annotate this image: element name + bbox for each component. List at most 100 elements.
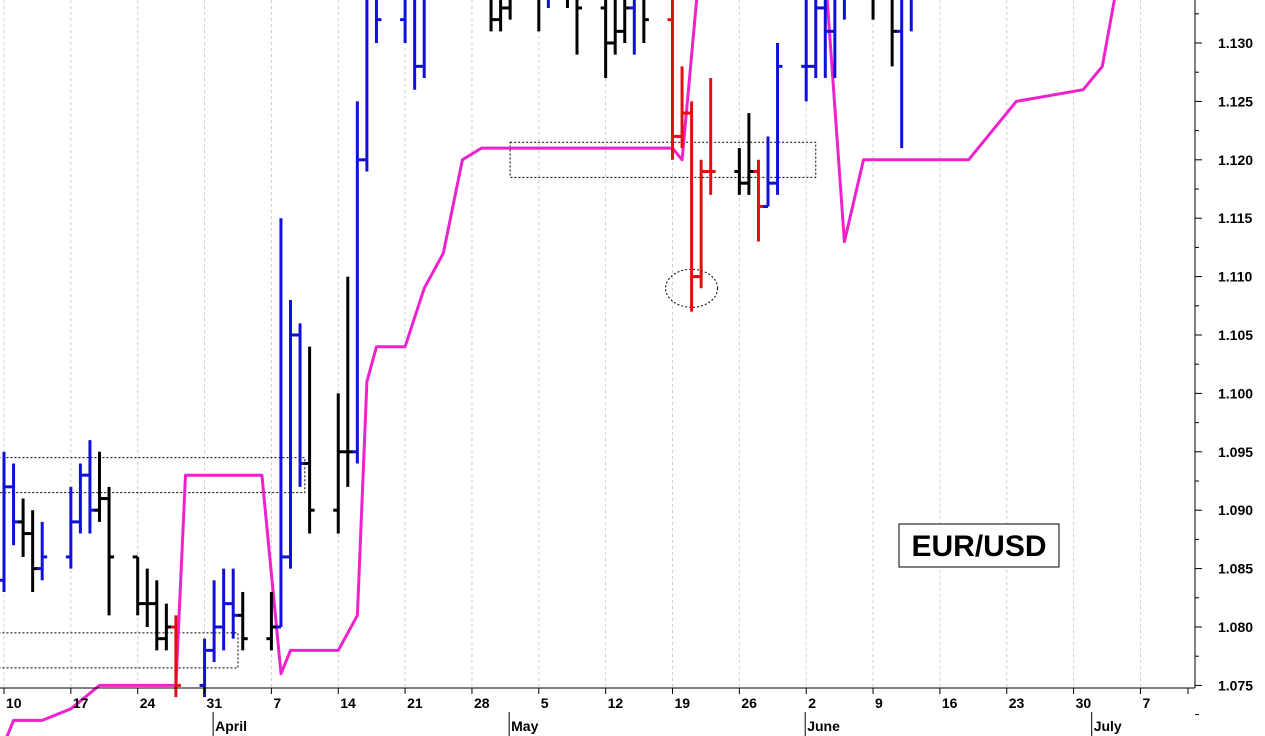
x-tick-label: 12 <box>608 695 624 711</box>
ohlc-bar <box>333 393 344 534</box>
y-tick-label: 1.130 <box>1218 35 1253 51</box>
ohlc-bar <box>667 0 678 160</box>
y-tick-label: 1.080 <box>1218 619 1253 635</box>
ohlc-bar <box>763 136 773 209</box>
ohlc-bar <box>810 0 821 79</box>
ohlc-bar <box>829 0 837 79</box>
x-tick-label: 7 <box>273 695 281 711</box>
month-label: May <box>511 718 538 734</box>
y-tick-label: 1.090 <box>1218 502 1253 518</box>
ohlc-bar <box>871 0 875 20</box>
y-tick-label: 1.105 <box>1218 327 1253 343</box>
ohlc-bar <box>734 148 745 195</box>
ohlc-bar <box>619 0 630 43</box>
y-tick-label: 1.095 <box>1218 444 1253 460</box>
ohlc-bar <box>285 299 296 569</box>
ohlc-bar <box>772 43 783 195</box>
ohlc-bar <box>18 498 29 557</box>
ohlc-bar <box>8 463 19 546</box>
ohlc-bar <box>820 0 831 79</box>
x-tick-label: 21 <box>407 695 423 711</box>
y-tick-label: 1.110 <box>1218 269 1252 285</box>
ohlc-bar <box>37 521 48 581</box>
ohlc-bar <box>642 0 649 43</box>
ohlc-bar <box>419 0 426 79</box>
ohlc-bar <box>237 591 248 651</box>
x-tick-label: 10 <box>6 695 22 711</box>
ohlc-bar <box>199 638 210 698</box>
ohlc-bar <box>27 510 38 592</box>
month-label: April <box>215 718 247 734</box>
ohlc-bar <box>686 101 697 312</box>
ohlc-bar <box>413 0 420 90</box>
ohlc-bar <box>104 486 115 616</box>
ohlc-bar <box>677 66 688 149</box>
ohlc-bar <box>151 580 162 651</box>
y-tick-label: 1.075 <box>1218 677 1253 693</box>
ohlc-bar <box>489 0 497 32</box>
ohlc-bar <box>896 0 904 149</box>
ohlc-bar <box>743 113 754 195</box>
x-tick-label: 30 <box>1076 695 1092 711</box>
congestion-zone <box>0 457 306 494</box>
chart-title-box: EUR/USD <box>898 523 1060 568</box>
ohlc-bar <box>161 603 172 651</box>
congestion-zone <box>509 141 817 178</box>
ohlc-bar <box>352 101 363 464</box>
ohlc-bar <box>374 0 382 43</box>
ohlc-bar <box>696 159 707 289</box>
month-label: June <box>807 718 840 734</box>
ohlc-bar <box>361 0 369 172</box>
x-tick-label: 2 <box>808 695 816 711</box>
ohlc-bar <box>909 0 913 32</box>
x-tick-label: 28 <box>474 695 490 711</box>
ohlc-bar <box>94 451 105 522</box>
x-tick-label: 14 <box>340 695 356 711</box>
ohlc-bar <box>65 486 76 569</box>
x-tick-label: 24 <box>140 695 156 711</box>
ohlc-bar <box>629 0 636 55</box>
x-tick-label: 31 <box>207 695 223 711</box>
ohlc-bar <box>75 463 86 534</box>
ohlc-bar <box>705 78 716 195</box>
ohlc-bar <box>842 0 846 20</box>
ohlc-bar <box>228 568 239 639</box>
chart-title-frame <box>898 523 1060 568</box>
ohlc-bar <box>275 218 286 629</box>
y-tick-label: 1.085 <box>1218 561 1253 577</box>
price-bar-layer <box>0 0 913 698</box>
ohlc-bar <box>753 159 764 242</box>
ohlc-bar <box>142 568 153 627</box>
x-tick-label: 7 <box>1142 695 1150 711</box>
ohlc-bar <box>610 0 621 55</box>
ohlc-bar <box>890 0 898 67</box>
x-tick-label: 23 <box>1009 695 1025 711</box>
x-tick-label: 5 <box>541 695 549 711</box>
x-tick-label: 17 <box>73 695 89 711</box>
stop-line-layer <box>5 0 1116 736</box>
ohlc-bar <box>295 323 306 487</box>
y-tick-label: 1.120 <box>1218 152 1253 168</box>
ohlc-bar <box>600 0 611 79</box>
ohlc-bar <box>342 276 353 487</box>
ohlc-bar <box>170 615 181 698</box>
ohlc-bar <box>266 591 277 651</box>
y-tick-label: 1.100 <box>1218 385 1253 401</box>
x-tick-label: 26 <box>741 695 757 711</box>
ohlc-bar <box>0 451 9 592</box>
x-tick-label: 19 <box>675 695 691 711</box>
ohlc-bar <box>304 346 315 534</box>
ohlc-bar <box>575 0 582 55</box>
y-tick-label: 1.115 <box>1218 210 1252 226</box>
y-tick-label: 1.125 <box>1218 93 1253 109</box>
ohlc-bar <box>209 580 220 663</box>
x-tick-label: 9 <box>875 695 883 711</box>
chart-title: EUR/USD <box>911 530 1046 563</box>
ohlc-bar <box>801 0 812 102</box>
ohlc-bar <box>218 568 229 651</box>
ohlc-bar <box>132 555 143 616</box>
ohlc-bar <box>400 0 407 43</box>
